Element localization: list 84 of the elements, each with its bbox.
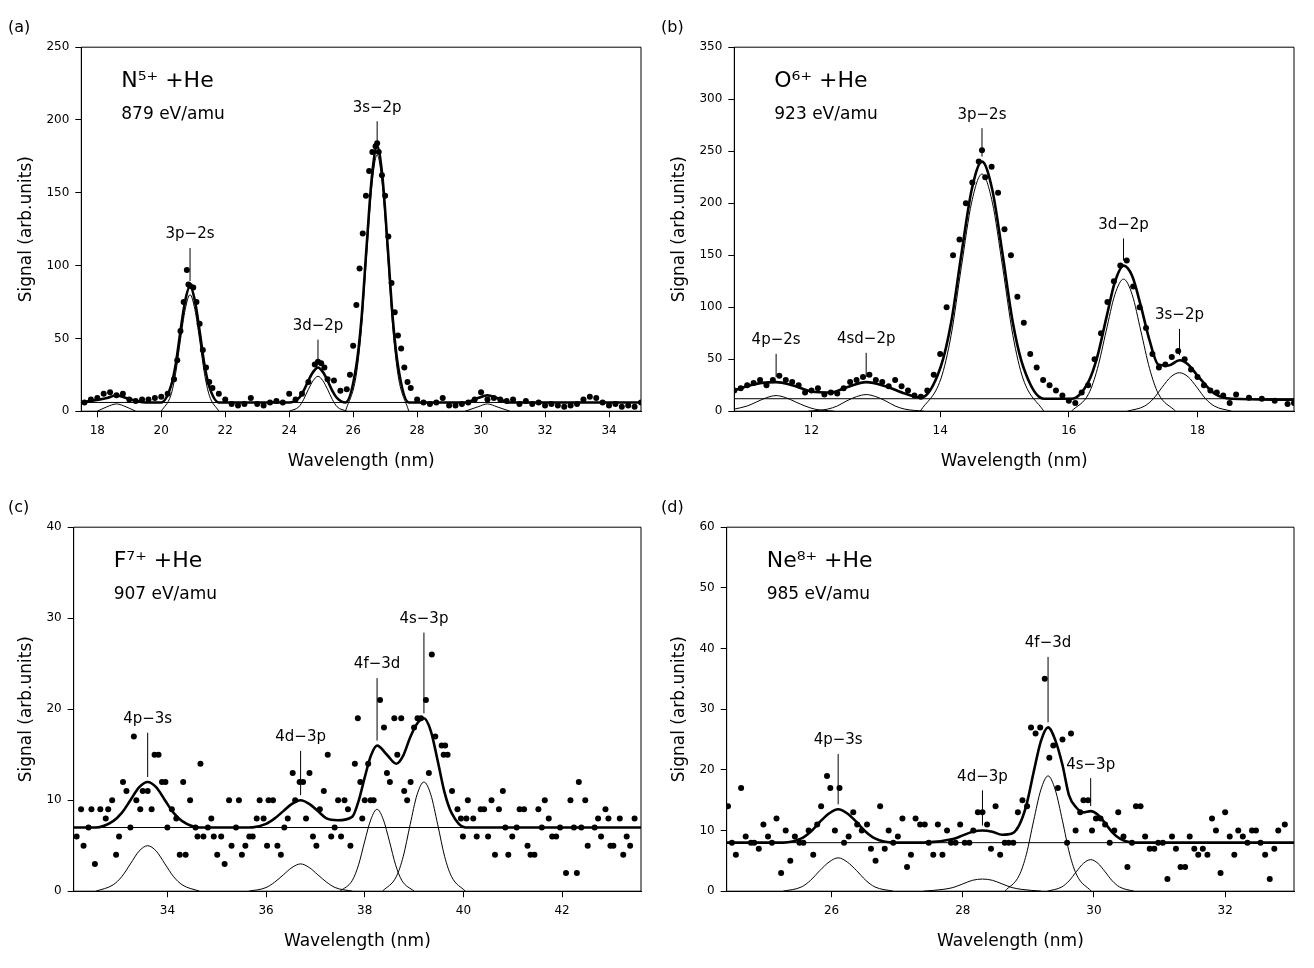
y-tick-label: 10	[46, 792, 62, 807]
chart-title: (c)	[8, 496, 30, 516]
annotation: Ne⁸⁺ +He	[766, 547, 873, 573]
annotation: 4s−3p	[399, 608, 449, 627]
x-tick-label: 12	[803, 422, 820, 437]
annotation: 4d−3p	[957, 766, 1008, 785]
annotation: N⁵⁺ +He	[121, 67, 214, 93]
annotation: 4f−3d	[353, 654, 401, 673]
y-axis-title: Signal (arb.units)	[667, 636, 688, 783]
y-tick-label: 0	[714, 403, 723, 418]
y-tick-label: 250	[699, 143, 723, 158]
x-tick-label: 18	[1189, 422, 1206, 437]
x-tick-label: 20	[153, 422, 169, 437]
y-tick-label: 50	[699, 579, 715, 594]
y-tick-label: 50	[707, 351, 723, 366]
annotation: 985 eV/amu	[766, 583, 871, 604]
y-axis-title: Signal (arb.units)	[14, 636, 35, 783]
x-tick-label: 28	[955, 902, 971, 917]
y-tick-label: 0	[707, 883, 715, 898]
y-tick-label: 20	[699, 761, 715, 776]
y-tick-label: 350	[699, 39, 723, 54]
annotation: 3d−2p	[1098, 214, 1149, 233]
y-tick-label: 30	[699, 701, 715, 716]
y-tick-label: 30	[46, 610, 62, 625]
y-tick-label: 250	[46, 39, 70, 54]
y-tick-label: 150	[46, 184, 70, 199]
x-tick-label: 34	[159, 902, 176, 917]
x-tick-label: 22	[217, 422, 233, 437]
x-tick-label: 42	[554, 902, 570, 917]
chart-title: (b)	[661, 16, 684, 36]
annotation: 3s−2p	[352, 97, 402, 116]
x-tick-label: 38	[357, 902, 373, 917]
y-tick-label: 300	[699, 91, 723, 106]
annotation: 4p−2s	[751, 330, 801, 349]
x-tick-label: 24	[281, 422, 297, 437]
x-tick-label: 26	[345, 422, 361, 437]
y-tick-label: 10	[699, 822, 715, 837]
y-tick-label: 50	[54, 330, 70, 345]
x-tick-label: 28	[409, 422, 425, 437]
annotation: 4d−3p	[275, 727, 326, 746]
chart-title: (a)	[8, 16, 31, 36]
x-tick-label: 40	[455, 902, 472, 917]
x-tick-label: 30	[1086, 902, 1102, 917]
annotation: 879 eV/amu	[121, 103, 225, 124]
y-tick-label: 100	[46, 257, 70, 272]
y-tick-label: 40	[699, 640, 715, 655]
x-tick-label: 18	[89, 422, 105, 437]
annotation: 907 eV/amu	[113, 583, 218, 604]
chart-title: (d)	[661, 496, 684, 516]
y-tick-label: 40	[46, 519, 62, 534]
x-axis-title: Wavelength (nm)	[287, 450, 435, 471]
annotation: 4p−3s	[813, 730, 863, 749]
y-tick-label: 100	[699, 299, 723, 314]
y-tick-label: 200	[699, 195, 723, 210]
y-axis-title: Signal (arb.units)	[667, 156, 688, 303]
x-axis-title: Wavelength (nm)	[940, 450, 1088, 471]
x-tick-label: 32	[537, 422, 553, 437]
x-tick-label: 36	[258, 902, 274, 917]
annotation: 3p−2s	[165, 224, 215, 243]
annotation: F⁷⁺ +He	[113, 547, 203, 573]
y-tick-label: 200	[46, 112, 70, 127]
annotation: 3s−2p	[1154, 305, 1204, 324]
x-tick-label: 30	[473, 422, 489, 437]
x-axis-title: Wavelength (nm)	[283, 930, 431, 951]
annotation: O⁶⁺ +He	[774, 67, 868, 93]
annotation: 4sd−2p	[836, 329, 896, 348]
x-tick-label: 34	[601, 422, 617, 437]
annotation: 4s−3p	[1066, 754, 1116, 773]
annotation: 3d−2p	[292, 316, 344, 335]
x-axis-title: Wavelength (nm)	[936, 930, 1084, 951]
y-axis-title: Signal (arb.units)	[14, 156, 35, 303]
y-tick-label: 60	[699, 519, 715, 534]
y-tick-label: 150	[699, 247, 723, 262]
annotation: 923 eV/amu	[774, 103, 878, 124]
x-tick-label: 14	[932, 422, 948, 437]
x-tick-label: 16	[1061, 422, 1077, 437]
y-tick-label: 0	[54, 883, 62, 898]
y-tick-label: 20	[46, 701, 62, 716]
x-tick-label: 26	[823, 902, 840, 917]
x-tick-label: 32	[1217, 902, 1233, 917]
annotation: 4f−3d	[1024, 633, 1072, 652]
annotation: 4p−3s	[123, 709, 173, 728]
annotation: 3p−2s	[957, 104, 1007, 123]
y-tick-label: 0	[61, 403, 70, 418]
